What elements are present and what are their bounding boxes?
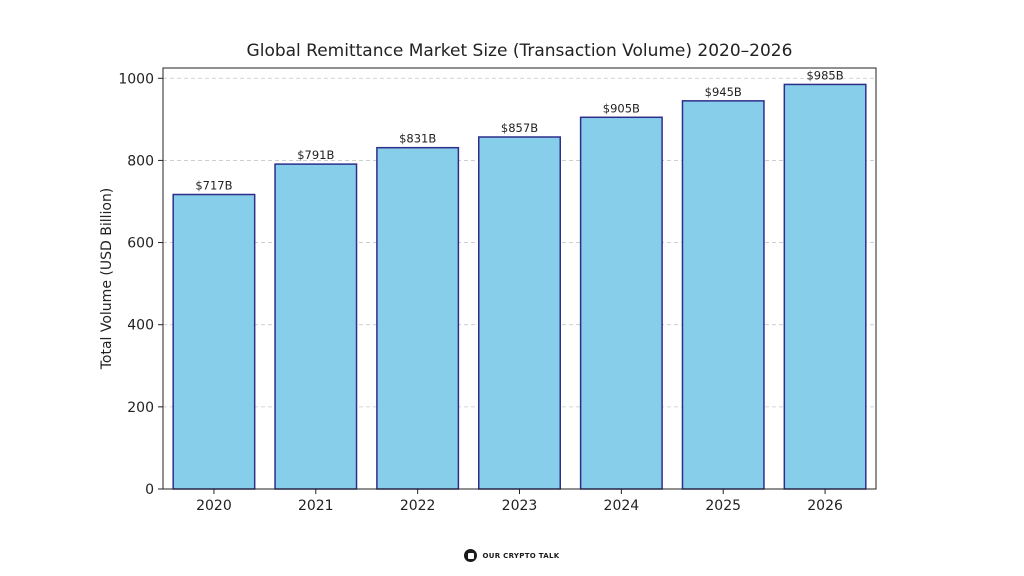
bar-2020 <box>172 193 256 490</box>
footer-brand-text: OUR CRYPTO TALK <box>482 551 560 560</box>
data-label: $791B <box>297 148 334 162</box>
x-tick-label: 2025 <box>705 498 741 514</box>
x-tick-label: 2024 <box>604 498 640 514</box>
x-tick-label: 2022 <box>400 498 436 514</box>
data-label: $831B <box>399 132 436 146</box>
data-label: $905B <box>603 101 640 115</box>
bar-2023 <box>478 136 561 490</box>
y-tick-label: 800 <box>127 153 154 169</box>
x-tick-label: 2023 <box>502 498 538 514</box>
bar-2022 <box>376 146 460 490</box>
bar-2026 <box>783 83 867 490</box>
data-label: $717B <box>195 179 232 193</box>
bar-2024 <box>579 116 663 490</box>
x-tick-label: 2026 <box>807 498 843 514</box>
y-tick-label: 0 <box>145 482 154 498</box>
bar-2025 <box>681 100 765 490</box>
plot-frame <box>162 67 877 490</box>
chart-title: Global Remittance Market Size (Transacti… <box>247 41 793 61</box>
footer-brand: OUR CRYPTO TALK <box>0 549 1024 562</box>
y-tick-label: 200 <box>127 400 154 416</box>
y-tick-label: 600 <box>127 236 154 252</box>
y-axis-label: Total Volume (USD Billion) <box>99 188 115 371</box>
data-label: $857B <box>501 121 538 135</box>
y-tick-label: 400 <box>127 318 154 334</box>
data-label: $985B <box>806 68 843 82</box>
our-crypto-talk-logo-icon <box>464 549 478 562</box>
bar-2021 <box>274 163 358 490</box>
data-label: $945B <box>705 85 742 99</box>
x-tick-label: 2021 <box>298 498 334 514</box>
x-tick-label: 2020 <box>196 498 232 514</box>
y-tick-label: 1000 <box>118 71 154 87</box>
